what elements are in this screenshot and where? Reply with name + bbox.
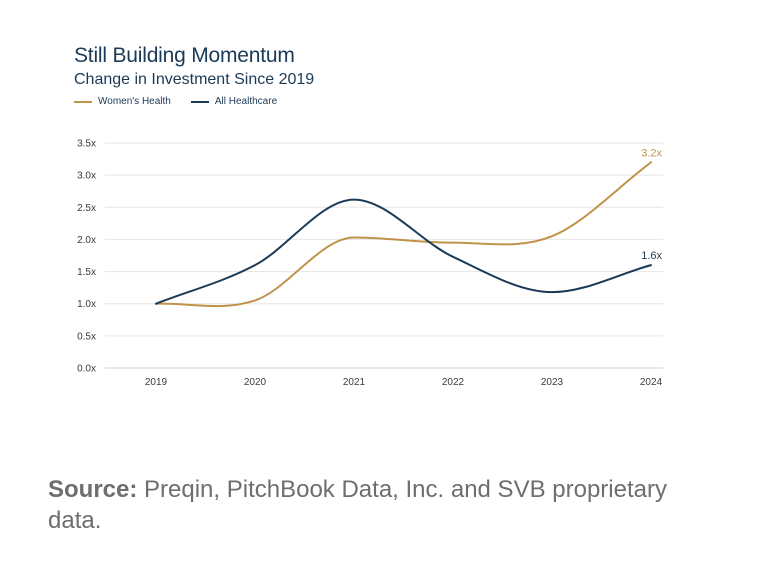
y-tick-label: 3.5x <box>77 139 96 150</box>
legend-swatch-all-healthcare <box>190 100 209 103</box>
y-tick-label: 2.5x <box>77 203 96 214</box>
y-tick-label: 0.0x <box>77 364 96 375</box>
legend-label-womens-health: Women's Health <box>98 96 171 107</box>
x-tick-label: 2019 <box>145 377 168 388</box>
chart-title: Still Building Momentum <box>74 44 295 67</box>
series-line-all-healthcare <box>155 198 652 305</box>
x-tick-label: 2021 <box>343 377 366 388</box>
chart-subtitle: Change in Investment Since 2019 <box>74 71 315 88</box>
series-line-womens-health <box>155 161 652 308</box>
y-tick-label: 2.0x <box>77 235 96 246</box>
legend-item-womens-health: Women's Health <box>74 96 171 107</box>
source-text: Preqin, PitchBook Data, Inc. and SVB pro… <box>48 476 667 534</box>
legend-swatch-womens-health <box>74 100 92 103</box>
y-tick-label: 3.0x <box>77 171 96 182</box>
x-tick-label: 2020 <box>244 377 267 388</box>
x-tick-label: 2024 <box>640 377 663 388</box>
legend-item-all-healthcare: All Healthcare <box>190 96 278 107</box>
source-label: Source: <box>48 476 138 503</box>
x-tick-label: 2022 <box>442 377 465 388</box>
chart-legend: Women's Health All Healthcare <box>74 96 297 107</box>
end-label-all-healthcare: 1.6x <box>641 250 662 262</box>
line-chart: 0.0x 0.5x 1.0x 1.5x 2.0x 2.5x 3.0x 3.5x 2019 2020… <box>77 139 663 388</box>
end-label-womens-health: 3.2x <box>641 147 662 159</box>
x-tick-label: 2023 <box>541 377 564 388</box>
legend-label-all-healthcare: All Healthcare <box>214 96 278 107</box>
y-tick-label: 1.5x <box>77 267 96 278</box>
y-tick-label: 1.0x <box>77 299 96 310</box>
source-note: Source: Preqin, PitchBook Data, Inc. and… <box>48 474 688 536</box>
y-tick-label: 0.5x <box>77 331 96 342</box>
